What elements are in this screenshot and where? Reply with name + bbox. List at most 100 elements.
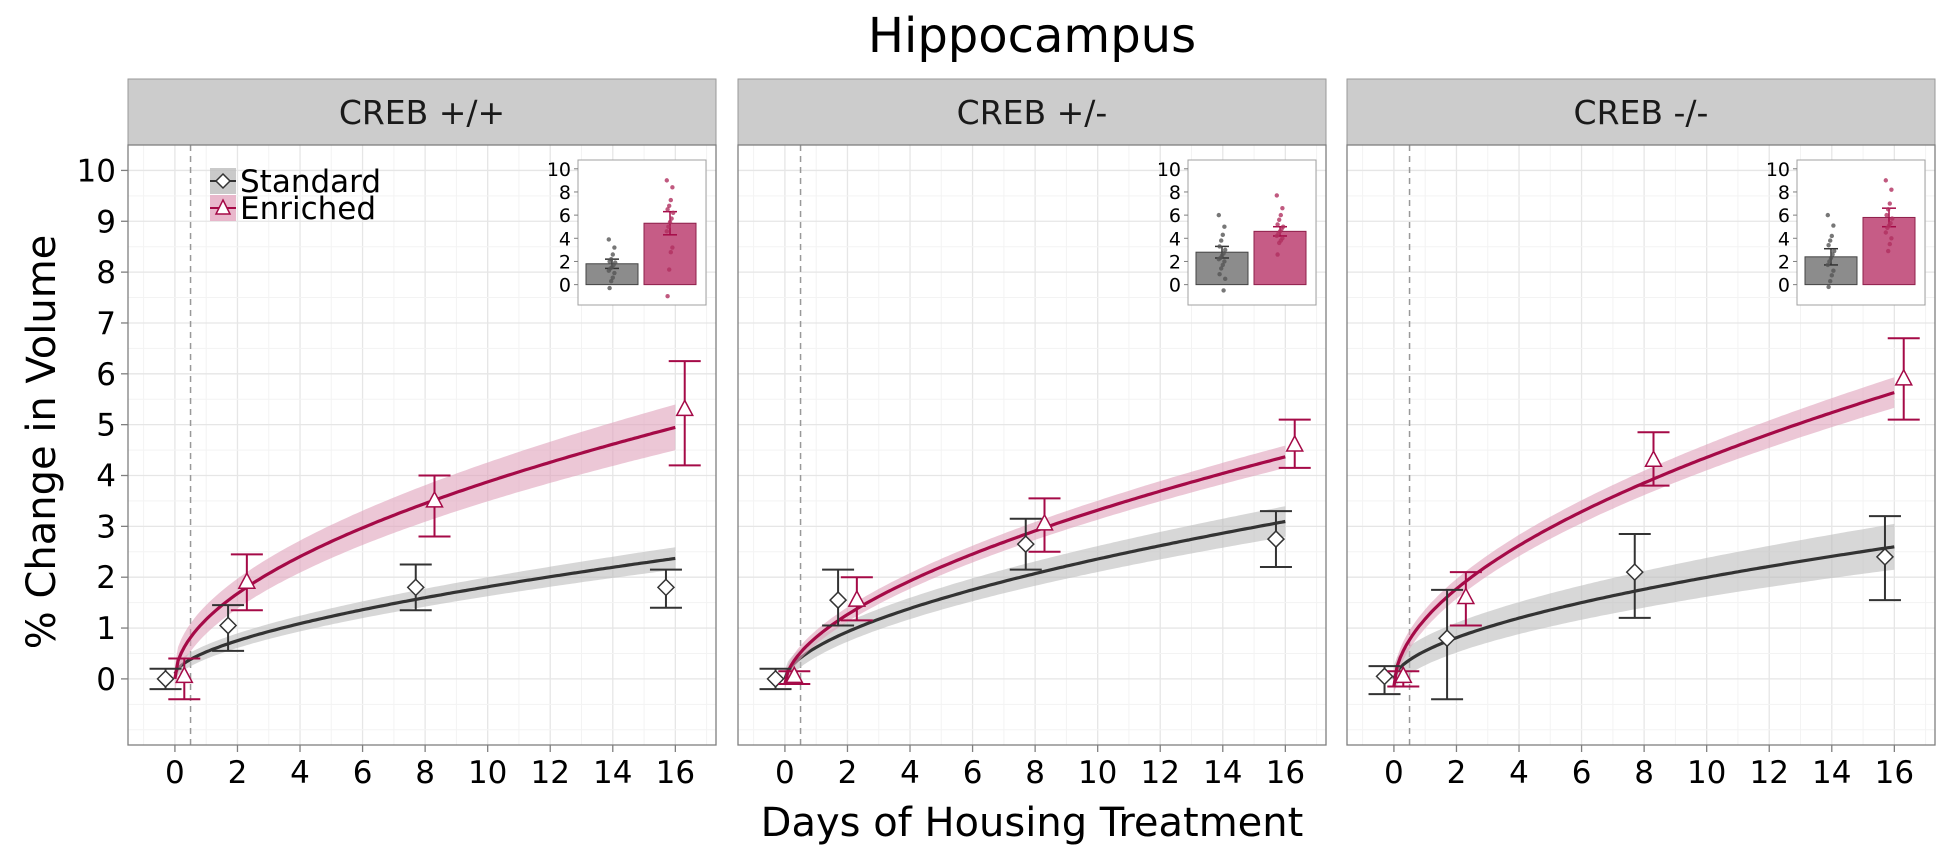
x-tick-label: 14	[1203, 755, 1242, 791]
inset-data-point	[607, 285, 612, 291]
inset-data-point	[1829, 273, 1835, 278]
data-point-standard	[1016, 535, 1035, 554]
inset-data-point	[1826, 243, 1831, 248]
inset-data-point	[1223, 247, 1228, 253]
fit-line-standard	[1392, 545, 1895, 680]
inset-data-point	[1217, 244, 1222, 249]
data-point-standard	[1625, 563, 1644, 582]
inset-data-point	[1277, 240, 1282, 246]
inset-data-point	[1274, 193, 1280, 198]
inset-data-point	[670, 245, 675, 250]
inset-data-point	[1222, 259, 1227, 264]
data-point-standard	[406, 578, 425, 597]
inset-data-point	[670, 185, 675, 190]
x-tick-label: 14	[1812, 755, 1851, 791]
facet-strip	[1346, 78, 1936, 146]
y-tick-label: 2	[96, 560, 116, 596]
x-tick-label: 0	[165, 755, 185, 791]
legend-marker-diamond	[214, 172, 232, 190]
x-tick-label: 12	[1750, 755, 1789, 791]
data-point-standard	[156, 669, 175, 688]
y-tick-label: 6	[96, 357, 116, 393]
fit-line-enriched	[783, 455, 1286, 685]
inset-y-tick-label: 8	[1778, 182, 1790, 204]
inset-data-point	[667, 219, 673, 225]
x-tick-label: 8	[415, 755, 435, 791]
inset-data-point	[1275, 252, 1280, 257]
y-tick-label: 10	[77, 153, 116, 189]
inset-data-point	[1828, 255, 1834, 261]
data-point-standard	[219, 616, 238, 635]
x-tick-label: 12	[531, 755, 570, 791]
inset-data-point	[1219, 238, 1224, 243]
inset-data-point	[667, 203, 672, 209]
x-tick-label: 2	[838, 755, 858, 791]
inset-data-point	[1828, 278, 1833, 284]
inset-data-point	[1832, 248, 1837, 254]
data-point-enriched	[175, 665, 194, 684]
x-tick-label: 10	[468, 755, 507, 791]
data-point-enriched	[425, 490, 444, 508]
data-point-enriched	[1456, 586, 1476, 605]
inset-y-tick-label: 10	[547, 159, 571, 181]
inset-data-point	[1216, 212, 1222, 218]
inset-data-point	[1887, 241, 1893, 247]
inset-data-point	[665, 294, 670, 299]
y-tick-label: 5	[96, 408, 116, 444]
facet-label: CREB +/+	[339, 93, 505, 132]
inset-y-tick-label: 8	[559, 182, 571, 204]
facet-label: CREB -/-	[1574, 93, 1709, 132]
legend-label-enriched: Enriched	[240, 191, 376, 227]
facet-strip	[737, 78, 1327, 146]
x-tick-label: 10	[1078, 755, 1117, 791]
x-tick-label: 0	[1384, 755, 1404, 791]
y-tick-label: 3	[96, 509, 116, 545]
panel-border	[1346, 144, 1936, 746]
inset-data-point	[1825, 262, 1831, 268]
x-tick-label: 8	[1634, 755, 1654, 791]
inset-data-point	[1221, 288, 1226, 293]
fit-line-standard	[173, 556, 676, 675]
fit-line-enriched	[173, 425, 676, 680]
facet-strip	[127, 78, 717, 146]
inset-data-point	[1275, 222, 1280, 227]
legend-marker-triangle	[214, 198, 232, 215]
x-tick-label: 8	[1025, 755, 1045, 791]
fit-line-standard	[783, 519, 1286, 680]
data-point-standard	[656, 578, 676, 597]
inset-data-point	[1274, 233, 1280, 239]
inset-data-point	[606, 237, 611, 242]
x-axis-label: Days of Housing Treatment	[761, 800, 1304, 846]
data-point-enriched	[1035, 513, 1054, 531]
inset-y-tick-label: 10	[1157, 159, 1181, 181]
data-point-enriched	[675, 398, 694, 417]
data-point-enriched	[847, 589, 867, 607]
data-point-enriched	[1644, 449, 1663, 468]
chart-title: Hippocampus	[868, 8, 1196, 64]
inset-y-tick-label: 0	[559, 275, 571, 297]
inset-data-point	[610, 252, 615, 257]
inset-y-tick-label: 10	[1766, 159, 1790, 181]
data-point-enriched	[1894, 368, 1913, 386]
y-tick-label: 9	[96, 204, 116, 240]
data-point-enriched	[1394, 665, 1413, 684]
data-point-standard	[766, 669, 785, 688]
inset-data-point	[1831, 223, 1836, 228]
inset-data-point	[1829, 233, 1835, 239]
x-tick-label: 6	[1572, 755, 1592, 791]
inset-data-point	[612, 270, 617, 276]
inset-data-point	[607, 259, 612, 264]
x-tick-label: 16	[1875, 755, 1914, 791]
data-point-enriched	[237, 571, 257, 590]
inset-data-point	[610, 275, 615, 280]
inset-data-point	[1223, 276, 1228, 282]
x-tick-label: 4	[900, 755, 920, 791]
inset-data-point	[1883, 230, 1889, 235]
inset-y-tick-label: 6	[1169, 205, 1181, 227]
inset-data-point	[667, 267, 672, 272]
inset-data-point	[1220, 262, 1226, 268]
